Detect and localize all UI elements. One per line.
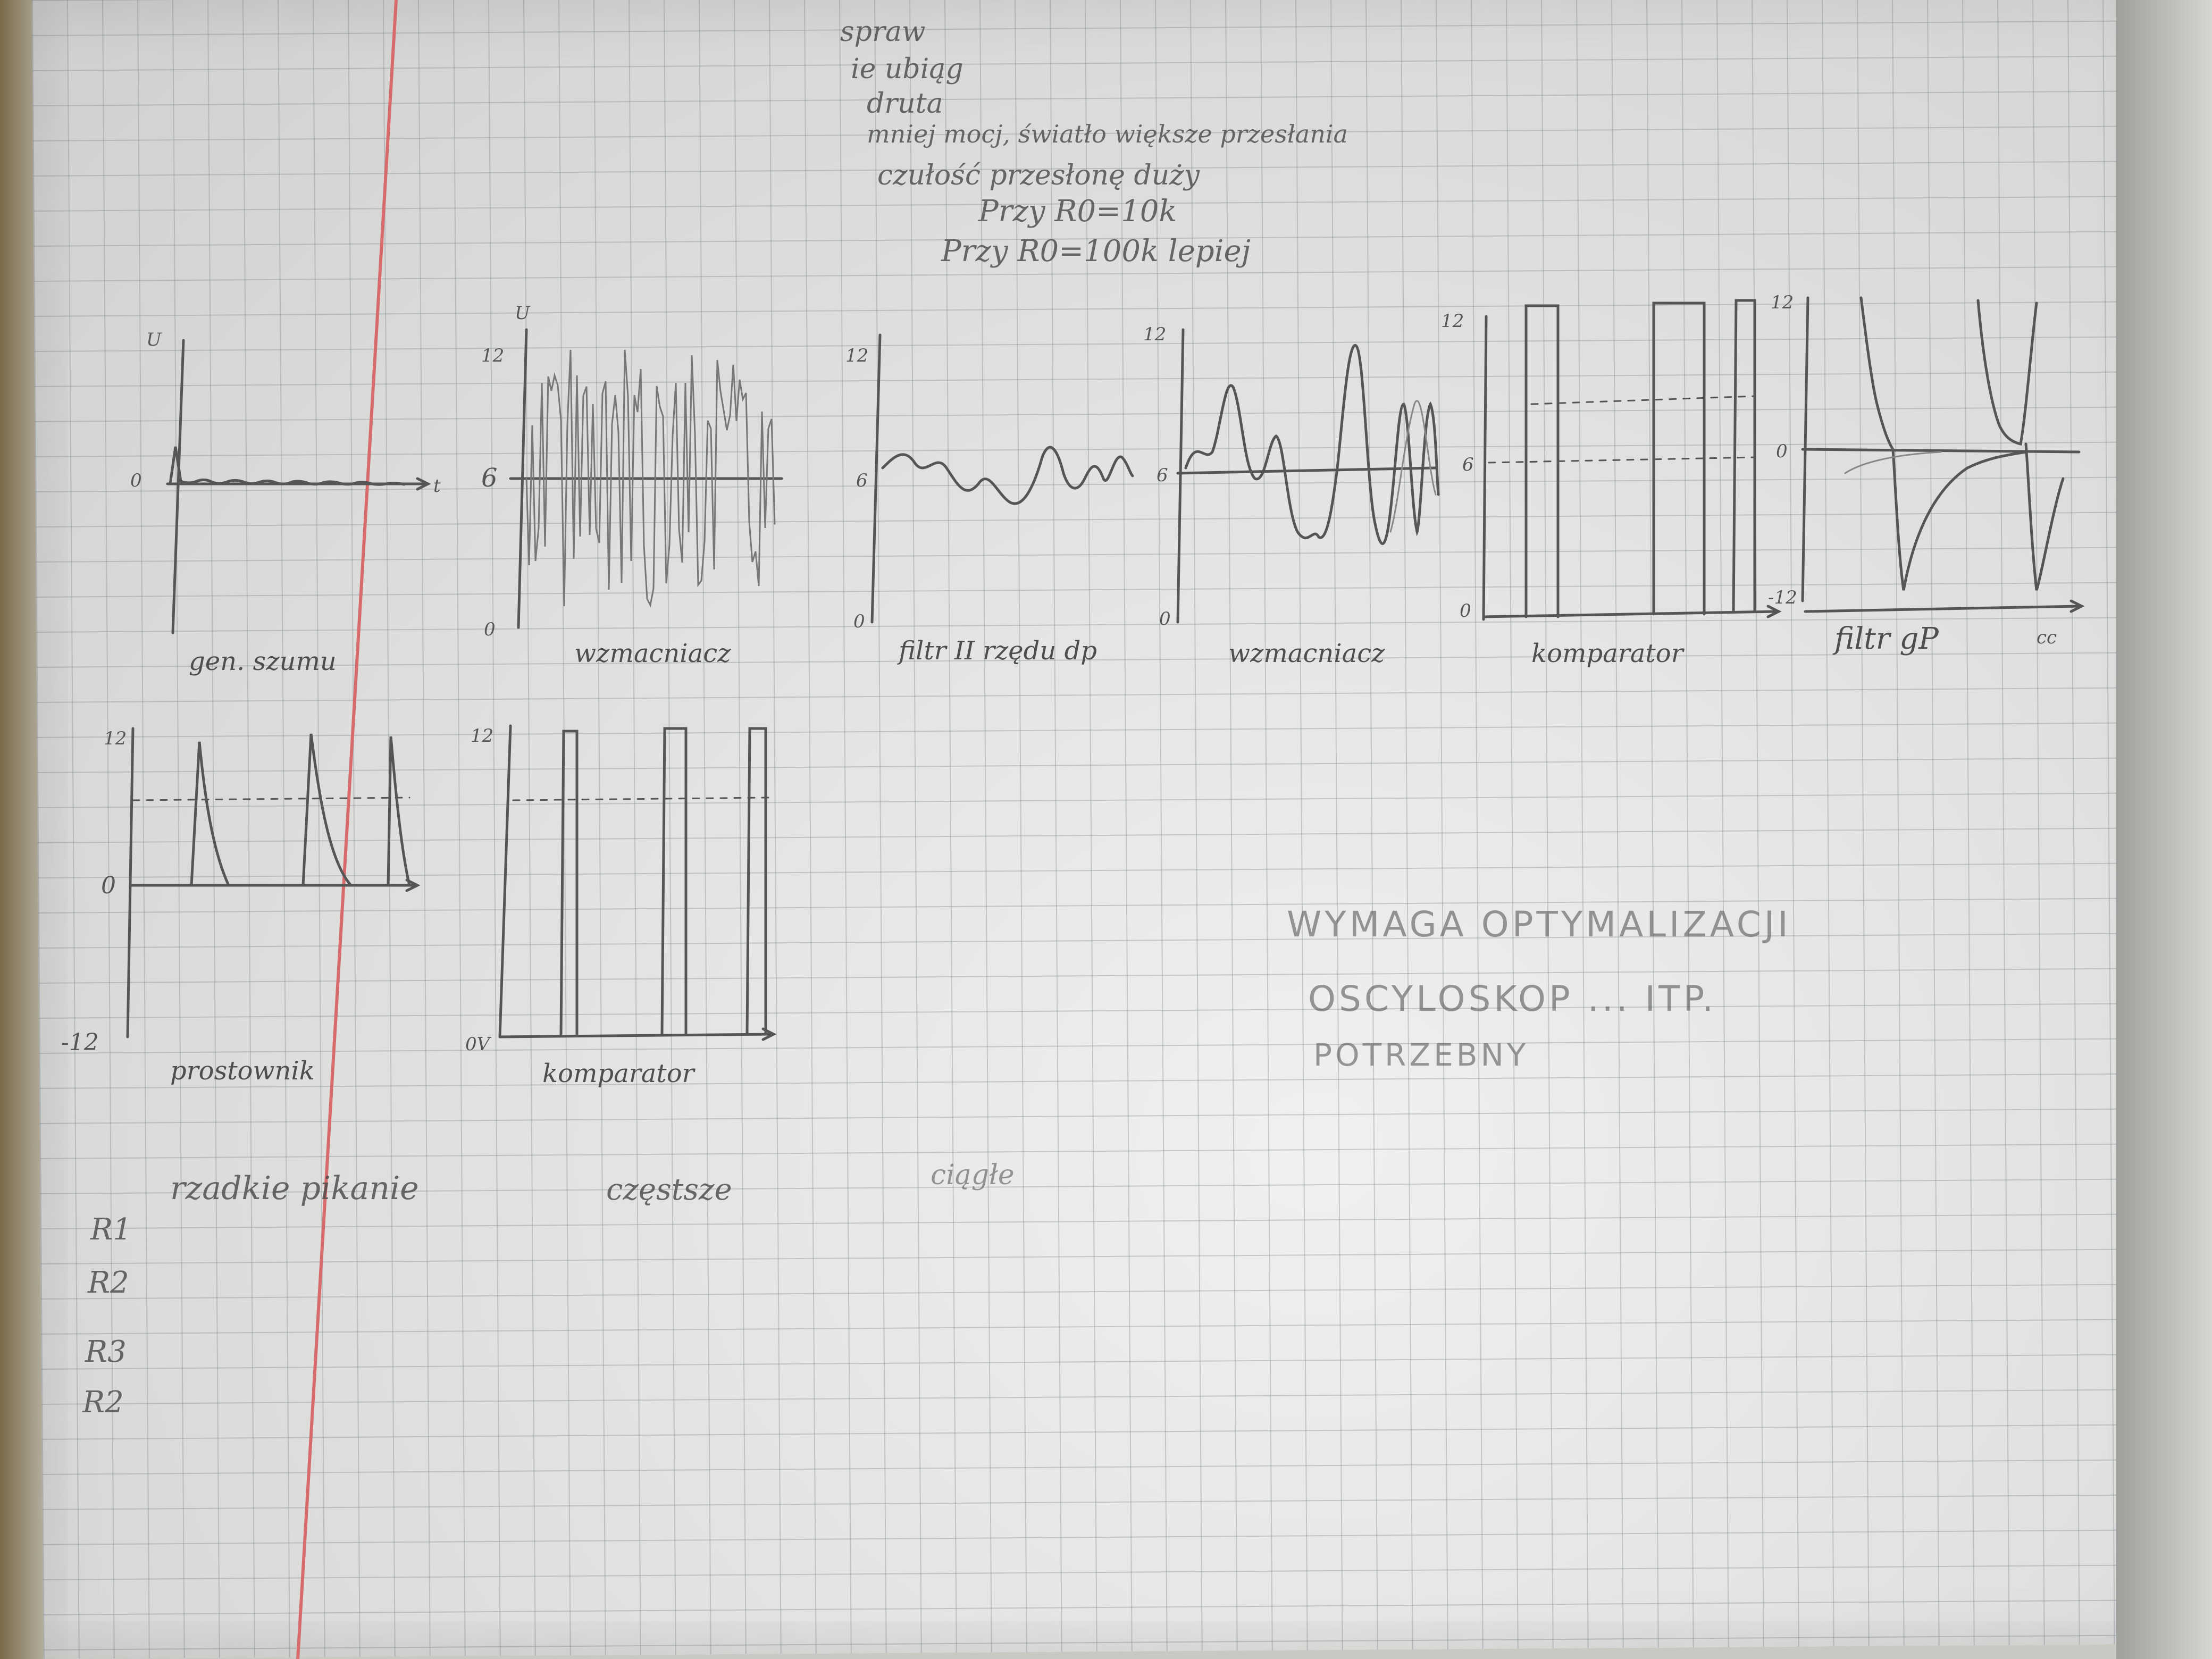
note-line-7: Przy R0=100k lepiej [941,234,1251,269]
plot5-caption: komparator [1531,639,1685,668]
note-line-3: druta [867,88,943,120]
plot2-yaxis-label: U [515,303,531,324]
note-line-2: ie ubiąg [851,53,963,85]
row-label-r2: R2 [88,1266,129,1300]
note-line-6: Przy R0=10k [978,194,1177,229]
plot7-ymid: 0 [101,872,116,899]
next-page-edge [2116,0,2212,1659]
plot1-xaxis-label: t [433,475,441,497]
plot4-ymin: 0 [1159,608,1171,630]
remark-line-1: WYMAGA OPTYMALIZACJI [1287,904,1791,945]
plot-comparator-2 [498,724,777,1041]
note-line-1: spraw [840,16,926,48]
plot-noise-generator [166,339,431,634]
plot3-ymid: 6 [856,470,868,491]
plot-amplifier-1 [509,328,783,629]
plot6-caption: filtr gP [1832,622,1939,656]
bottom-col2-label: częstsze [606,1172,732,1207]
plot-rectifier [126,727,421,1038]
bottom-col3-label: ciągłe [931,1159,1015,1191]
plot2-ymin: 0 [484,619,496,640]
plot4-ymid: 6 [1157,465,1168,486]
row-label-r1: R1 [90,1212,132,1247]
plot2-ymid: 6 [481,463,498,493]
plot3-ymin: 0 [853,611,865,632]
plot3-caption: filtr II rzędu dp [897,636,1097,666]
plot7-caption: prostownik [170,1056,315,1086]
plot5-ymin: 0 [1460,600,1471,622]
plot7-ymax: 12 [104,728,127,749]
plot5-ymid: 6 [1462,454,1474,475]
plot-filter-2nd-order [870,333,1134,624]
plot4-ymax: 12 [1143,324,1166,345]
plot1-ymid: 0 [130,470,142,491]
plot6-xaxis-label: cc [2037,627,2057,648]
plot-highpass-filter [1801,296,2085,613]
row-label-r3: R3 [85,1335,127,1369]
plot2-caption: wzmacniacz [574,639,731,668]
plot6-ymin: -12 [1768,587,1797,608]
row-label-r4: R2 [82,1385,124,1420]
plot5-ymax: 12 [1441,311,1464,332]
plot2-ymax: 12 [481,345,504,366]
plot4-caption: wzmacniacz [1228,639,1385,668]
bottom-col1-label: rzadkie pikanie [170,1170,419,1207]
plot6-ymid: 0 [1776,441,1788,462]
plot1-yaxis-label: U [146,329,162,350]
plot1-caption: gen. szumu [189,647,337,676]
plot8-ymin: 0V [465,1034,492,1055]
remark-line-2: OSCYLOSKOP ... ITP. [1308,978,1716,1019]
plot-amplifier-2 [1176,328,1440,624]
note-line-5: czułość przesłonę duży [877,160,1200,191]
plot7-ymin: -12 [61,1029,99,1056]
plot-comparator-1 [1482,299,1782,621]
remark-line-3: POTRZEBNY [1313,1037,1529,1073]
plot6-ymax: 12 [1771,292,1794,313]
plot8-caption: komparator [542,1059,696,1088]
plot8-ymax: 12 [471,725,493,747]
plot3-ymax: 12 [845,345,868,366]
note-line-4: mniej mocj, światło większe przesłania [867,120,1348,148]
